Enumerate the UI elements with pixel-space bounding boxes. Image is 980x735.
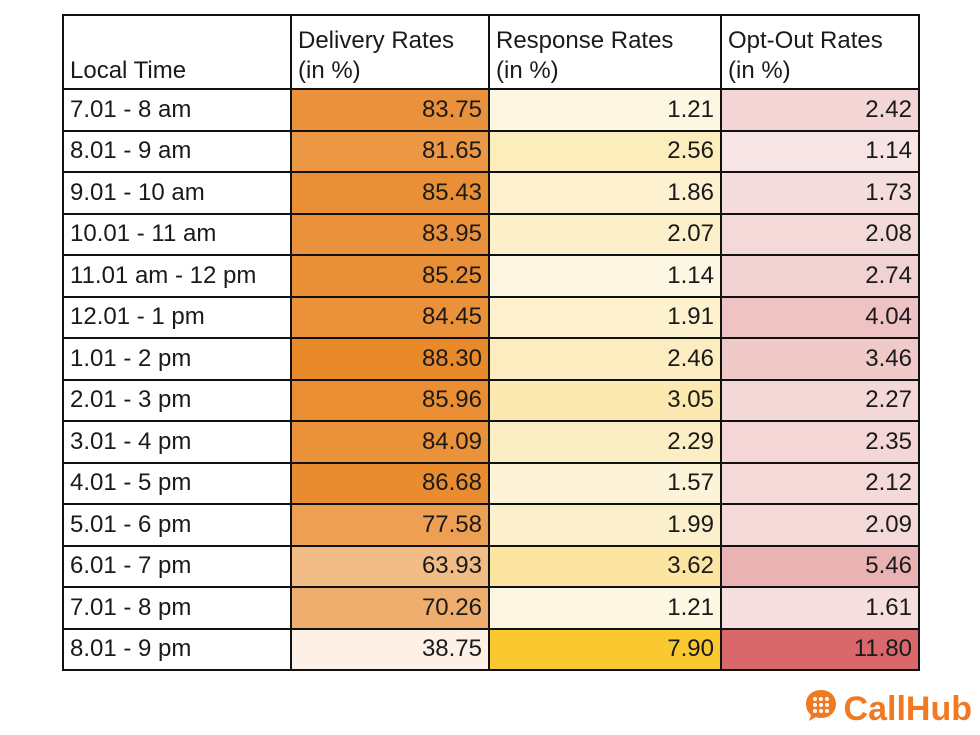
header-local-time: Local Time: [62, 14, 292, 90]
response-rate-cell: 3.62: [488, 544, 722, 588]
optout-rate-cell: 2.27: [720, 378, 920, 422]
phone-bubble-icon: [804, 688, 838, 731]
optout-rate-cell: 2.12: [720, 461, 920, 505]
rates-table: Local Time Delivery Rates (in %) Respons…: [62, 14, 920, 671]
optout-rate-cell: 11.80: [720, 627, 920, 671]
response-rate-cell: 1.21: [488, 586, 722, 630]
response-rate-cell: 2.56: [488, 129, 722, 173]
optout-rate-cell: 2.35: [720, 420, 920, 464]
optout-rate-cell: 1.61: [720, 586, 920, 630]
local-time-cell: 5.01 - 6 pm: [62, 503, 292, 547]
local-time-cell: 4.01 - 5 pm: [62, 461, 292, 505]
local-time-cell: 1.01 - 2 pm: [62, 337, 292, 381]
delivery-rate-cell: 84.45: [290, 295, 490, 339]
table-row: 5.01 - 6 pm 77.58 1.99 2.09: [62, 503, 920, 547]
delivery-rate-cell: 63.93: [290, 544, 490, 588]
table-row: 12.01 - 1 pm 84.45 1.91 4.04: [62, 295, 920, 339]
local-time-cell: 12.01 - 1 pm: [62, 295, 292, 339]
delivery-rate-cell: 77.58: [290, 503, 490, 547]
local-time-cell: 8.01 - 9 pm: [62, 627, 292, 671]
response-rate-cell: 1.14: [488, 254, 722, 298]
optout-rate-cell: 1.14: [720, 129, 920, 173]
local-time-cell: 7.01 - 8 pm: [62, 586, 292, 630]
optout-rate-cell: 4.04: [720, 295, 920, 339]
response-rate-cell: 1.57: [488, 461, 722, 505]
delivery-rate-cell: 85.43: [290, 171, 490, 215]
table-row: 8.01 - 9 pm 38.75 7.90 11.80: [62, 627, 920, 671]
delivery-rate-cell: 70.26: [290, 586, 490, 630]
header-delivery-rates: Delivery Rates (in %): [290, 14, 490, 90]
local-time-cell: 10.01 - 11 am: [62, 212, 292, 256]
local-time-cell: 8.01 - 9 am: [62, 129, 292, 173]
delivery-rate-cell: 81.65: [290, 129, 490, 173]
table-row: 8.01 - 9 am 81.65 2.56 1.14: [62, 129, 920, 173]
delivery-rate-cell: 85.25: [290, 254, 490, 298]
response-rate-cell: 1.91: [488, 295, 722, 339]
header-optout-rates: Opt-Out Rates (in %): [720, 14, 920, 90]
response-rate-cell: 1.86: [488, 171, 722, 215]
header-response-rates: Response Rates (in %): [488, 14, 722, 90]
table-row: 6.01 - 7 pm 63.93 3.62 5.46: [62, 544, 920, 588]
optout-rate-cell: 1.73: [720, 171, 920, 215]
table-row: 7.01 - 8 am 83.75 1.21 2.42: [62, 88, 920, 132]
delivery-rate-cell: 84.09: [290, 420, 490, 464]
table-row: 2.01 - 3 pm 85.96 3.05 2.27: [62, 378, 920, 422]
callhub-logo: CallHub: [804, 688, 972, 731]
response-rate-cell: 2.46: [488, 337, 722, 381]
response-rate-cell: 2.07: [488, 212, 722, 256]
response-rate-cell: 3.05: [488, 378, 722, 422]
response-rate-cell: 1.99: [488, 503, 722, 547]
response-rate-cell: 2.29: [488, 420, 722, 464]
response-rate-cell: 7.90: [488, 627, 722, 671]
delivery-rate-cell: 38.75: [290, 627, 490, 671]
local-time-cell: 11.01 am - 12 pm: [62, 254, 292, 298]
logo-text: CallHub: [843, 690, 972, 728]
optout-rate-cell: 3.46: [720, 337, 920, 381]
optout-rate-cell: 2.74: [720, 254, 920, 298]
local-time-cell: 9.01 - 10 am: [62, 171, 292, 215]
response-rate-cell: 1.21: [488, 88, 722, 132]
delivery-rate-cell: 85.96: [290, 378, 490, 422]
optout-rate-cell: 2.42: [720, 88, 920, 132]
table-row: 1.01 - 2 pm 88.30 2.46 3.46: [62, 337, 920, 381]
local-time-cell: 3.01 - 4 pm: [62, 420, 292, 464]
header-row: Local Time Delivery Rates (in %) Respons…: [62, 14, 920, 90]
table-row: 7.01 - 8 pm 70.26 1.21 1.61: [62, 586, 920, 630]
delivery-rate-cell: 83.95: [290, 212, 490, 256]
table-row: 3.01 - 4 pm 84.09 2.29 2.35: [62, 420, 920, 464]
optout-rate-cell: 5.46: [720, 544, 920, 588]
local-time-cell: 2.01 - 3 pm: [62, 378, 292, 422]
table-row: 4.01 - 5 pm 86.68 1.57 2.12: [62, 461, 920, 505]
optout-rate-cell: 2.08: [720, 212, 920, 256]
table-row: 10.01 - 11 am 83.95 2.07 2.08: [62, 212, 920, 256]
optout-rate-cell: 2.09: [720, 503, 920, 547]
local-time-cell: 7.01 - 8 am: [62, 88, 292, 132]
delivery-rate-cell: 86.68: [290, 461, 490, 505]
table-row: 11.01 am - 12 pm 85.25 1.14 2.74: [62, 254, 920, 298]
delivery-rate-cell: 83.75: [290, 88, 490, 132]
table-row: 9.01 - 10 am 85.43 1.86 1.73: [62, 171, 920, 215]
local-time-cell: 6.01 - 7 pm: [62, 544, 292, 588]
delivery-rate-cell: 88.30: [290, 337, 490, 381]
rates-table-container: Local Time Delivery Rates (in %) Respons…: [62, 14, 920, 671]
